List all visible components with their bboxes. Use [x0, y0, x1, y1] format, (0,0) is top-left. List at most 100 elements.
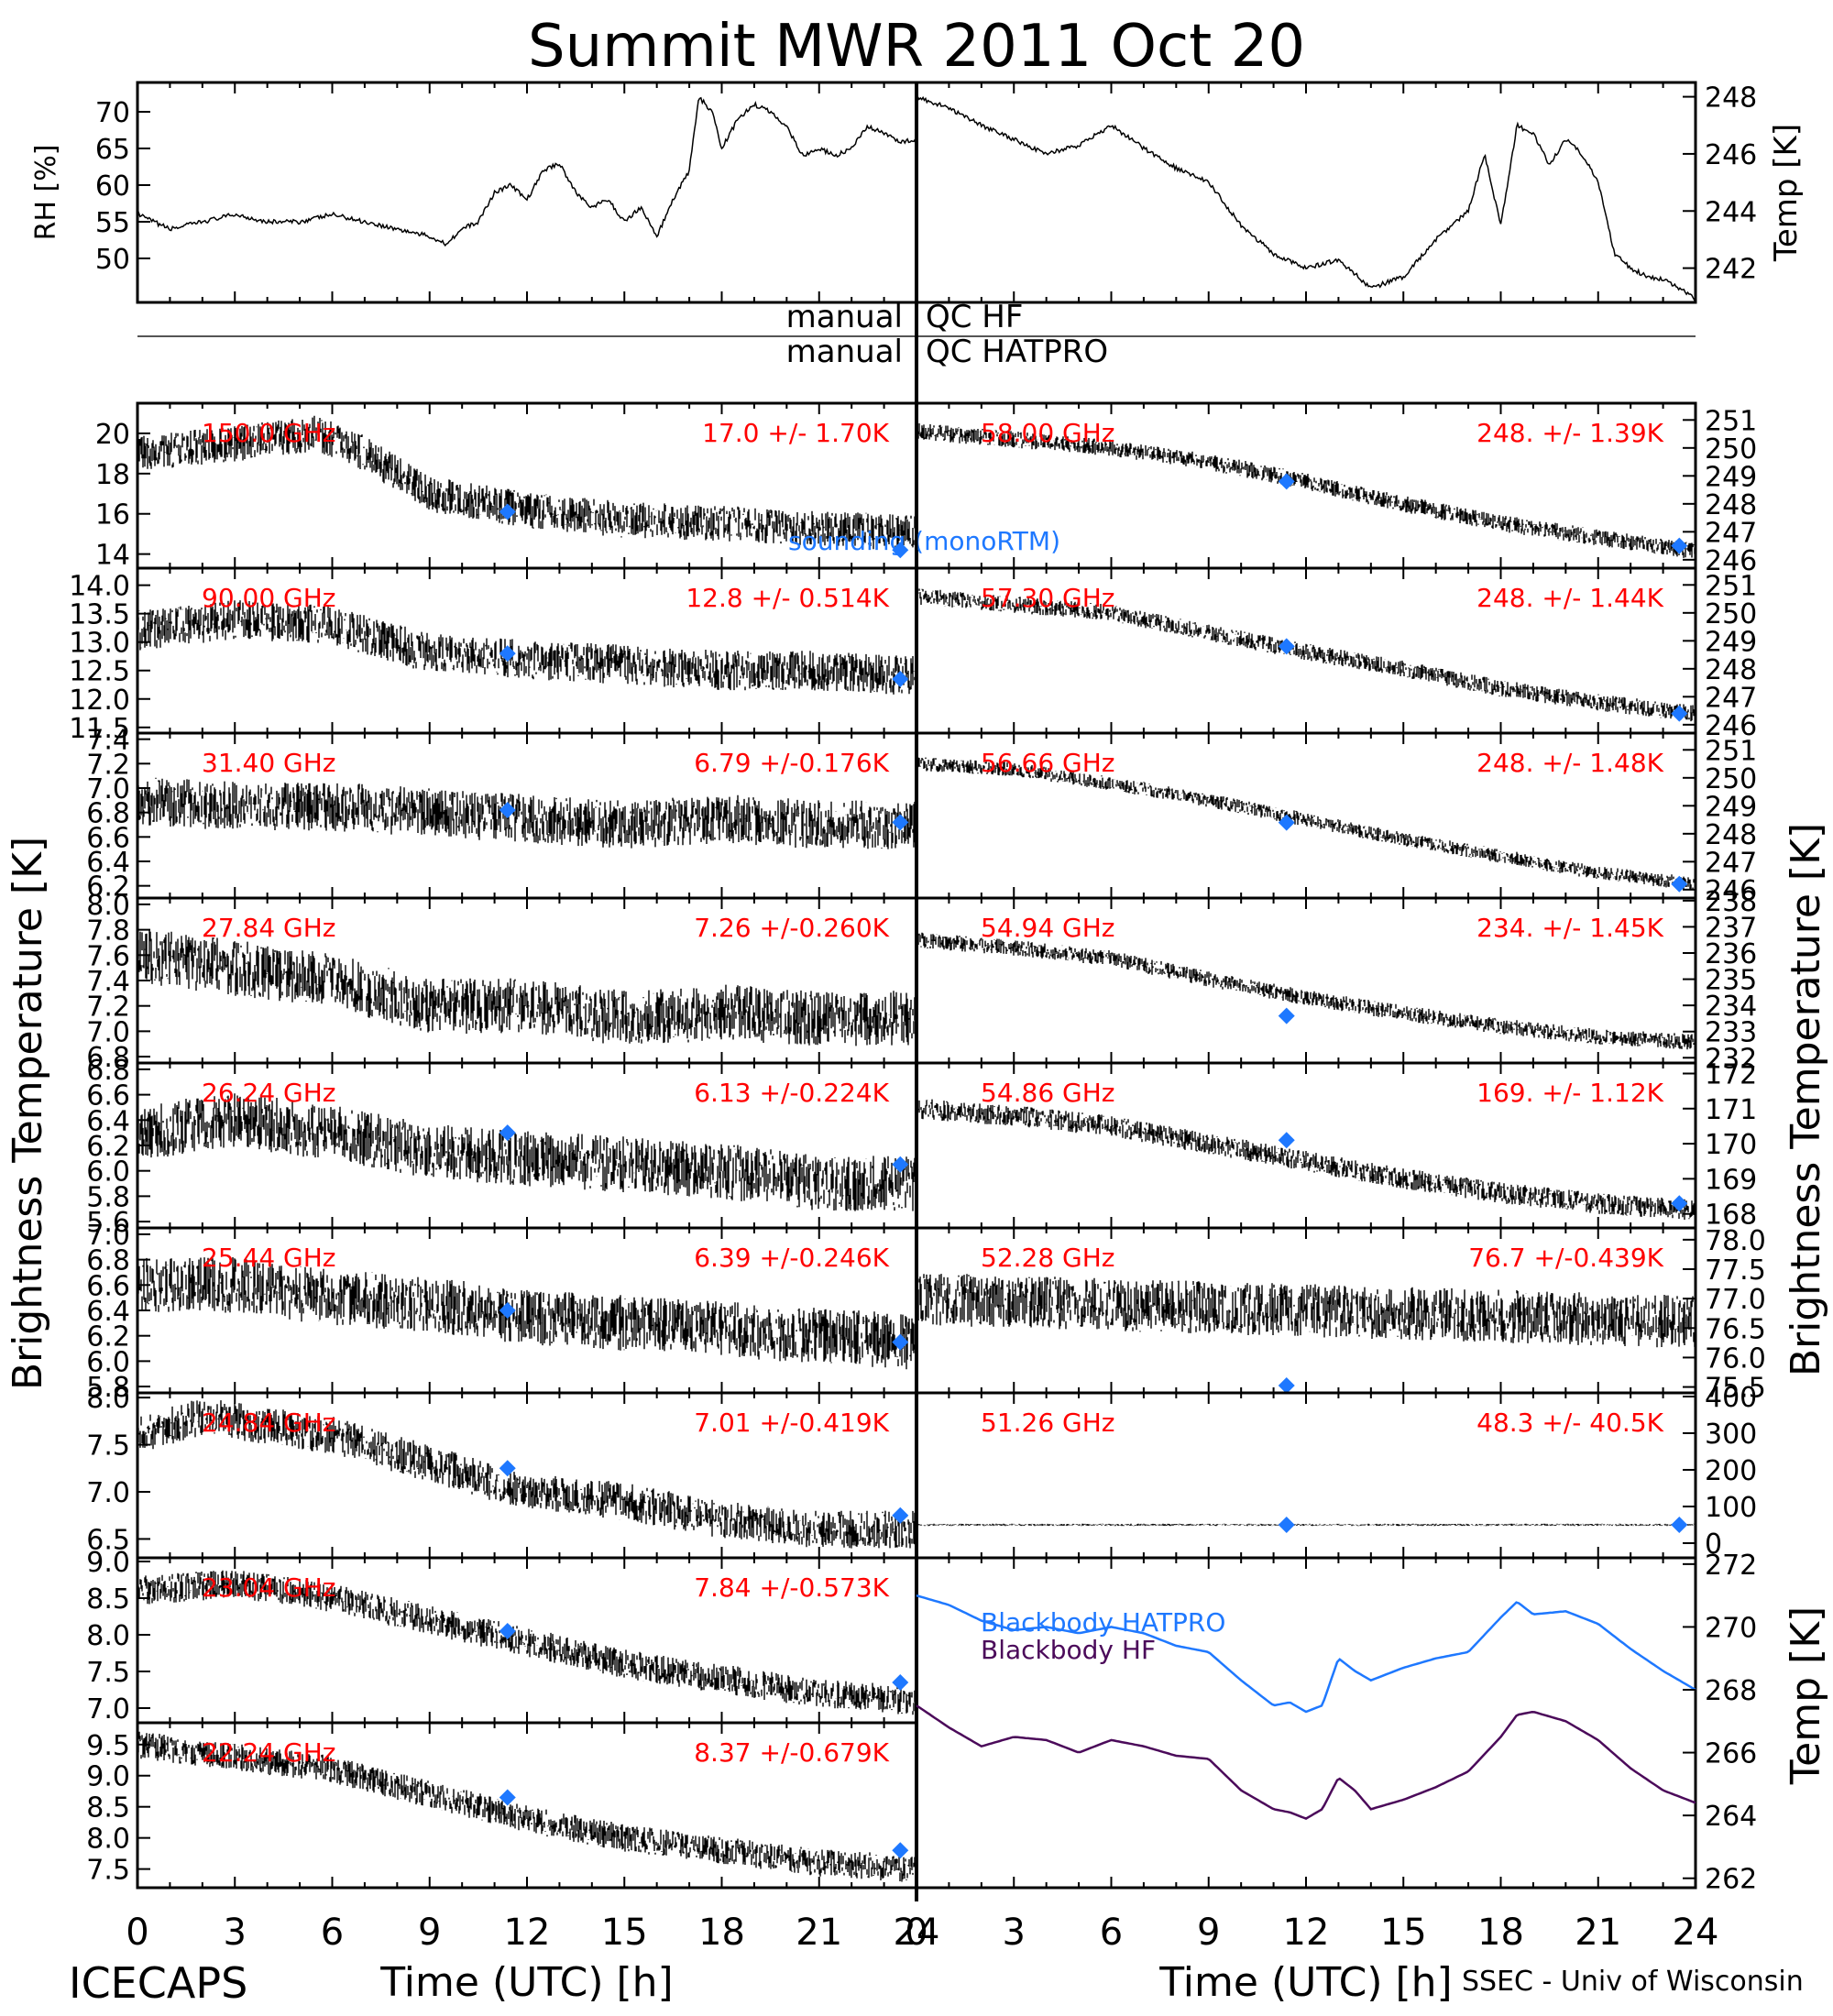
y-tick-label: 249 [1705, 461, 1757, 493]
met-panels: RH [%] Temp [K] 50 55 60 65 70 242 244 246 248 [30, 81, 1805, 304]
data-trace [916, 588, 1696, 722]
y-tick-label: 170 [1705, 1129, 1757, 1161]
sounding-point [892, 671, 909, 688]
qc-hatpro-right: QC HATPRO [926, 334, 1108, 370]
sounding-point [892, 542, 909, 559]
y-tick-label: 7.0 [86, 1220, 130, 1252]
y-tick-label: 250 [1705, 763, 1757, 795]
x-tick-label: 18 [698, 1912, 745, 1954]
blackbody-legend-entry: Blackbody HF [981, 1635, 1156, 1665]
x-tick-label: 6 [321, 1912, 344, 1954]
y-tick-label: 8.5 [86, 1792, 130, 1824]
y-tick-label: 235 [1705, 965, 1757, 997]
channel-stats-label: 17.0 +/- 1.70K [702, 418, 889, 448]
y-tick-label: 8.0 [86, 1383, 130, 1415]
y-tick-label: 6.6 [86, 1270, 130, 1302]
y-tick-label: 6.0 [86, 1156, 130, 1189]
y-tick-label: 248 [1705, 654, 1757, 686]
y-tick-label: 6.8 [86, 1055, 130, 1087]
data-trace [137, 777, 917, 849]
channel-stats-label: 48.3 +/- 40.5K [1476, 1408, 1663, 1438]
y-tick-label: 237 [1705, 912, 1757, 944]
sounding-point [892, 1333, 909, 1351]
sounding-point [892, 1674, 909, 1691]
y-tick-label: 6.2 [86, 871, 130, 904]
y-tick-label: 236 [1705, 938, 1757, 970]
y-tick-label: 249 [1705, 791, 1757, 823]
x-tick-label: 12 [504, 1912, 551, 1954]
y-tick-label: 13.0 [69, 628, 130, 660]
y-tick-label: 14.0 [69, 571, 130, 603]
y-tick-label: 248 [1705, 819, 1757, 851]
channel-freq-label: 22.24 GHz [202, 1737, 336, 1768]
y-tick-label: 270 [1705, 1612, 1757, 1644]
footer-left: ICECAPS [69, 1958, 247, 2008]
blackbody-line [916, 1594, 1696, 1714]
sounding-point [1671, 1517, 1688, 1533]
y-tick-label: 78.0 [1705, 1225, 1766, 1257]
channel-stats-label: 7.01 +/-0.419K [694, 1408, 889, 1438]
y-tick-label: 70 [95, 97, 130, 129]
sounding-point [1278, 1517, 1295, 1533]
x-tick-label: 15 [601, 1912, 648, 1954]
channel-panel: 7.0 7.5 8.0 8.5 9.0 23.04 GHz 7.84 +/-0.573K [86, 1547, 918, 1726]
y-tick-label: 5.8 [86, 1372, 130, 1404]
channel-stats-label: 6.39 +/-0.246K [694, 1243, 889, 1273]
y-tick-label: 251 [1705, 570, 1757, 602]
y-tick-label: 7.0 [86, 773, 130, 805]
qc-hf-left: manual [786, 299, 903, 335]
sounding-point [499, 802, 516, 818]
channel-panel: 7.58.08.59.09.5 22.24 GHz 8.37 +/-0.679K [86, 1721, 918, 1890]
y-tick-label: 8.5 [86, 1583, 130, 1616]
sounding-point [892, 1842, 909, 1859]
sounding-point [1278, 1377, 1295, 1394]
y-tick-label: 75.5 [1705, 1373, 1766, 1405]
channel-freq-label: 58.00 GHz [981, 418, 1115, 448]
data-trace [916, 423, 1696, 558]
rh-axis-label: RH [%] [30, 145, 62, 241]
x-axis-label: Time (UTC) [h] [1158, 1959, 1452, 2006]
channel-panel: 75.576.076.577.077.578.0 52.28 GHz 76.7 +/… [915, 1225, 1766, 1405]
y-tick-label: 200 [1705, 1455, 1757, 1487]
channel-stats-label: 7.84 +/-0.573K [694, 1572, 889, 1603]
y-tick-label: 77.0 [1705, 1284, 1766, 1316]
y-tick-label: 8.0 [86, 890, 130, 922]
y-tick-label: 234 [1705, 991, 1757, 1023]
y-tick-label: 7.0 [86, 1016, 130, 1048]
x-tick-label: 6 [1100, 1912, 1123, 1954]
channel-stats-label: 8.37 +/-0.679K [694, 1737, 889, 1768]
x-tick-label: 24 [1673, 1912, 1719, 1954]
x-tick-label: 21 [796, 1912, 842, 1954]
rh-frame [136, 81, 918, 304]
footer-right: SSEC - Univ of Wisconsin [1462, 1966, 1804, 1998]
y-tick-label: 400 [1705, 1382, 1757, 1414]
channel-stats-label: 248. +/- 1.39K [1476, 418, 1663, 448]
y-tick-label: 11.5 [69, 713, 130, 745]
y-tick-label: 9.0 [86, 1547, 130, 1579]
y-tick-label: 6.6 [86, 1080, 130, 1112]
y-tick-label: 16 [95, 499, 130, 531]
y-tick-label: 6.2 [86, 1321, 130, 1353]
data-trace [916, 1523, 1696, 1527]
sounding-point [499, 1789, 516, 1806]
sounding-point [892, 1507, 909, 1524]
channel-stats-label: 6.79 +/-0.176K [694, 748, 889, 778]
sounding-point [892, 1156, 909, 1173]
y-tick-label: 7.0 [86, 1477, 130, 1509]
y-tick-label: 232 [1705, 1043, 1757, 1075]
y-tick-label: 250 [1705, 598, 1757, 630]
temp-axis-label: Temp [K] [1768, 124, 1805, 262]
channel-freq-label: 24.84 GHz [202, 1408, 336, 1438]
y-tick-label: 300 [1705, 1419, 1757, 1451]
y-tick-label: 76.0 [1705, 1342, 1766, 1375]
channel-freq-label: 52.28 GHz [981, 1243, 1115, 1273]
x-tick-label: 9 [418, 1912, 441, 1954]
data-trace [137, 1731, 917, 1882]
channel-freq-label: 150.0 GHz [202, 418, 336, 448]
y-tick-label: 248 [1705, 489, 1757, 521]
y-tick-label: 7.6 [86, 940, 130, 972]
channel-stats-label: 6.13 +/-0.224K [694, 1078, 889, 1108]
y-tick-label: 6.4 [86, 1105, 130, 1137]
